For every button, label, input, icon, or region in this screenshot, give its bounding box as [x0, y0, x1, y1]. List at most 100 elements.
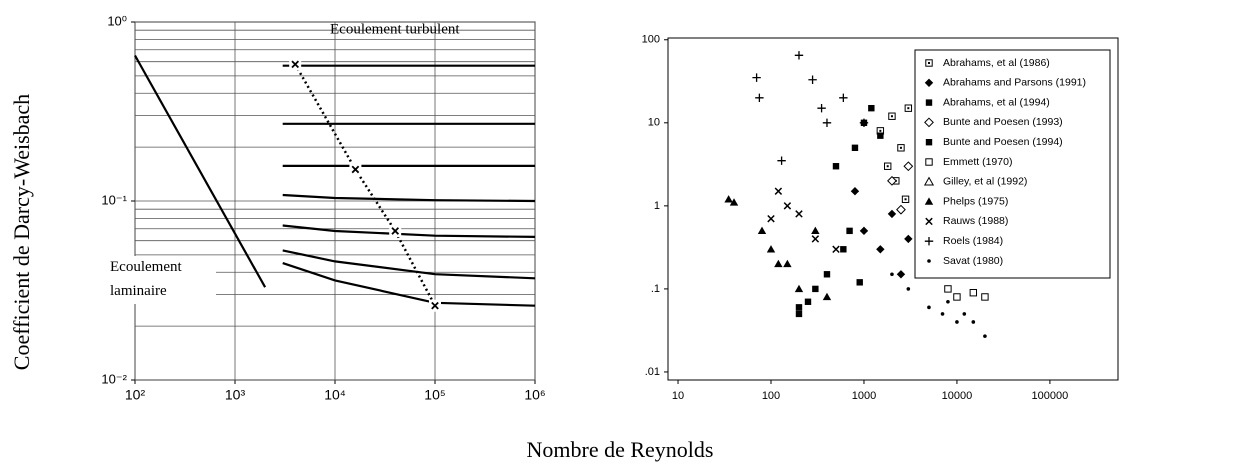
marker: [923, 176, 935, 186]
y-tick-label: 10⁻¹: [101, 192, 127, 207]
marker-dot: [886, 165, 889, 168]
marker: [856, 279, 863, 286]
marker: [868, 104, 875, 112]
marker: [767, 214, 775, 223]
legend-label: Savat (1980): [943, 255, 1003, 267]
marker: [946, 299, 950, 304]
y-tick-label: .01: [645, 366, 660, 378]
marker: [431, 301, 439, 310]
marker: [924, 117, 934, 128]
marker: [804, 298, 812, 305]
y-tick-label: 10: [648, 117, 660, 129]
marker: [774, 259, 783, 268]
legend-label: Rauws (1988): [943, 215, 1008, 227]
y-tick-label: 10⁰: [107, 13, 127, 28]
marker: [795, 210, 803, 218]
marker: [903, 161, 914, 172]
marker: [876, 245, 885, 254]
marker: [944, 285, 952, 293]
x-tick-label: 1000: [852, 390, 876, 402]
legend-label: Bunte and Poesen (1994): [943, 136, 1063, 148]
marker: [391, 227, 400, 235]
marker-dot: [879, 129, 882, 132]
marker: [783, 202, 792, 210]
marker: [774, 187, 783, 195]
line: [294, 63, 437, 307]
marker-dot: [904, 198, 907, 201]
marker: [924, 197, 934, 205]
marker: [822, 292, 832, 301]
marker: [981, 293, 989, 301]
marker: [969, 289, 978, 297]
x-tick-label: 10²: [125, 387, 146, 403]
marker: [351, 165, 360, 174]
x-tick-label: 10³: [225, 387, 246, 403]
annotation: Ecoulement turbulent: [330, 21, 460, 37]
legend-label: Emmett (1970): [943, 156, 1012, 168]
legend: [914, 49, 1111, 279]
marker: [777, 156, 786, 165]
line: [282, 249, 536, 280]
x-tick-label: 100000: [1032, 390, 1069, 402]
legend-label: Abrahams, et al (1994): [943, 96, 1050, 108]
x-tick-label: 10⁶: [524, 387, 545, 403]
chart: 10 100 1000 10000 100000 100 10 1 .1 .01 Abrahams,…: [642, 34, 1119, 402]
legend-label: Phelps (1975): [943, 195, 1008, 207]
y-tick-label: 1: [654, 200, 660, 212]
marker: [846, 227, 853, 235]
marker: [783, 259, 792, 268]
marker: [812, 285, 819, 293]
plot-area: [667, 37, 1119, 381]
marker: [955, 320, 959, 324]
marker: [890, 272, 894, 277]
chart: 10² 10³ 10⁴ 10⁵ 10⁶ 10⁻² 10⁻¹ 10⁰ Ecoulement tur…: [101, 13, 545, 402]
marker: [859, 226, 869, 236]
marker: [795, 304, 803, 311]
marker: [896, 204, 906, 215]
marker: [887, 209, 897, 219]
marker: [811, 226, 820, 235]
marker: [877, 132, 884, 139]
marker: [896, 270, 906, 279]
marker: [971, 320, 976, 324]
marker: [794, 284, 804, 293]
marker: [953, 293, 961, 301]
marker: [839, 93, 848, 103]
legend-label: Roels (1984): [943, 235, 1003, 247]
marker: [887, 175, 897, 186]
marker: [925, 158, 933, 166]
legend-label: Bunte and Poesen (1993): [943, 116, 1063, 128]
line: [282, 262, 536, 307]
marker: [851, 144, 859, 152]
marker: [924, 237, 934, 246]
marker: [794, 51, 804, 60]
legend-label: Abrahams and Parsons (1991): [943, 77, 1086, 89]
marker: [811, 235, 820, 243]
marker: [927, 305, 931, 310]
marker: [766, 245, 776, 253]
marker: [752, 73, 761, 82]
annotation: Ecoulement laminaire: [110, 259, 182, 299]
y-tick-label: 100: [642, 34, 660, 46]
marker: [925, 99, 933, 106]
marker: [924, 78, 934, 87]
marker-dot: [928, 62, 930, 64]
y-tick-label: 10⁻²: [101, 371, 127, 386]
marker: [823, 271, 831, 278]
marker: [817, 103, 826, 113]
marker: [832, 245, 840, 254]
marker: [859, 118, 869, 128]
x-tick-label: 10000: [942, 390, 973, 402]
marker: [962, 312, 967, 316]
marker: [925, 139, 933, 146]
legend-label: Abrahams, et al (1986): [943, 57, 1050, 69]
marker: [795, 310, 803, 318]
marker-dot: [890, 115, 893, 118]
line: [134, 54, 267, 288]
legend-label: Gilley, et al (1992): [943, 176, 1027, 188]
line: [282, 193, 536, 203]
marker: [755, 93, 764, 103]
marker: [832, 163, 840, 170]
marker: [840, 246, 847, 253]
